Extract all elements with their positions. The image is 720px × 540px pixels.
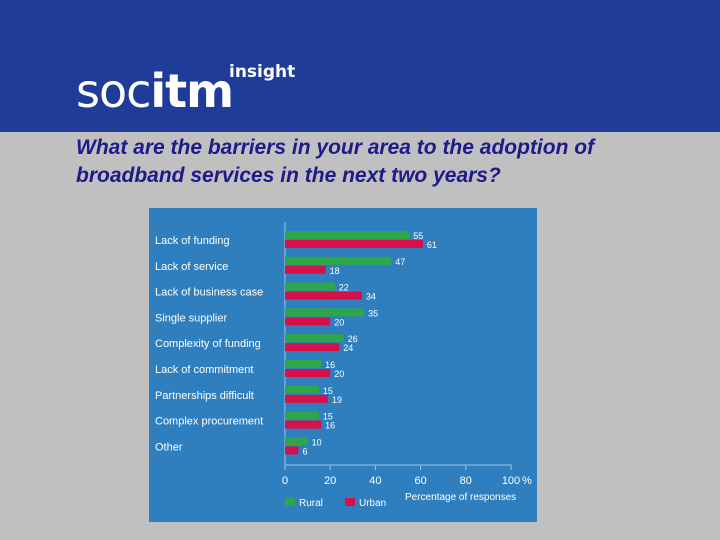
header-banner: socitm insight <box>0 0 720 132</box>
category-label: Single supplier <box>155 312 227 324</box>
data-label-urban: 18 <box>330 266 340 276</box>
category-label: Lack of commitment <box>155 364 253 376</box>
x-tick-label: 60 <box>414 475 426 487</box>
bar-urban <box>285 291 362 300</box>
data-label-rural: 15 <box>323 412 333 422</box>
data-label-urban: 34 <box>366 292 376 302</box>
data-label-rural: 35 <box>368 308 378 318</box>
bar-rural <box>285 308 365 317</box>
bar-urban <box>285 394 328 403</box>
x-tick-label: 100 <box>502 475 520 487</box>
data-label-urban: 20 <box>334 369 344 379</box>
x-tick-label: 0 <box>282 475 288 487</box>
category-label: Complexity of funding <box>155 338 261 350</box>
bar-rural <box>285 411 319 420</box>
data-label-urban: 61 <box>427 240 437 250</box>
x-tick-label: 40 <box>369 475 381 487</box>
x-axis-title: Percentage of responses <box>405 492 516 503</box>
data-label-rural: 16 <box>325 360 335 370</box>
bar-rural <box>285 437 308 446</box>
bar-urban <box>285 265 326 274</box>
category-label: Lack of funding <box>155 235 230 247</box>
logo-subtitle: insight <box>229 62 296 82</box>
data-label-rural: 26 <box>348 334 358 344</box>
x-tick-label: 80 <box>460 475 472 487</box>
bar-urban <box>285 240 423 248</box>
bar-rural <box>285 385 319 394</box>
legend-label-urban: Urban <box>359 498 386 509</box>
category-label: Complex procurement <box>155 416 263 428</box>
slide-question: What are the barriers in your area to th… <box>76 136 595 187</box>
legend-label-rural: Rural <box>299 498 323 509</box>
bar-rural <box>285 231 410 239</box>
bar-rural <box>285 282 335 291</box>
data-label-urban: 24 <box>343 343 353 353</box>
logo-text-soc: soc <box>76 64 151 118</box>
category-label: Other <box>155 441 183 453</box>
bar-urban <box>285 343 340 352</box>
legend-swatch-rural <box>285 498 295 506</box>
logo-text-itm: itm <box>150 64 234 118</box>
category-label: Lack of business case <box>155 287 263 299</box>
data-label-rural: 15 <box>323 386 333 396</box>
barrier-chart: Lack of funding 55 61 Lack of service 47 18 La… <box>155 222 532 509</box>
x-tick-percent: % <box>522 475 532 487</box>
category-label: Lack of service <box>155 261 228 273</box>
bar-urban <box>285 420 322 429</box>
bar-urban <box>285 446 299 455</box>
category-label: Partnerships difficult <box>155 390 254 402</box>
bar-rural <box>285 256 392 265</box>
legend-swatch-urban <box>345 498 355 506</box>
data-label-rural: 55 <box>413 231 423 241</box>
data-label-rural: 10 <box>312 437 322 447</box>
data-label-urban: 6 <box>303 446 308 456</box>
bar-rural <box>285 334 344 343</box>
data-label-rural: 22 <box>339 283 349 293</box>
bar-urban <box>285 317 331 326</box>
data-label-urban: 19 <box>332 395 342 405</box>
bar-rural <box>285 360 322 368</box>
bar-urban <box>285 369 331 377</box>
data-label-rural: 47 <box>395 257 405 267</box>
data-label-urban: 16 <box>325 421 335 431</box>
socitm-logo: socitm <box>76 68 234 114</box>
data-label-urban: 20 <box>334 317 344 327</box>
x-tick-label: 20 <box>324 475 336 487</box>
chart-panel: Lack of funding 55 61 Lack of service 47 18 La… <box>149 208 537 522</box>
